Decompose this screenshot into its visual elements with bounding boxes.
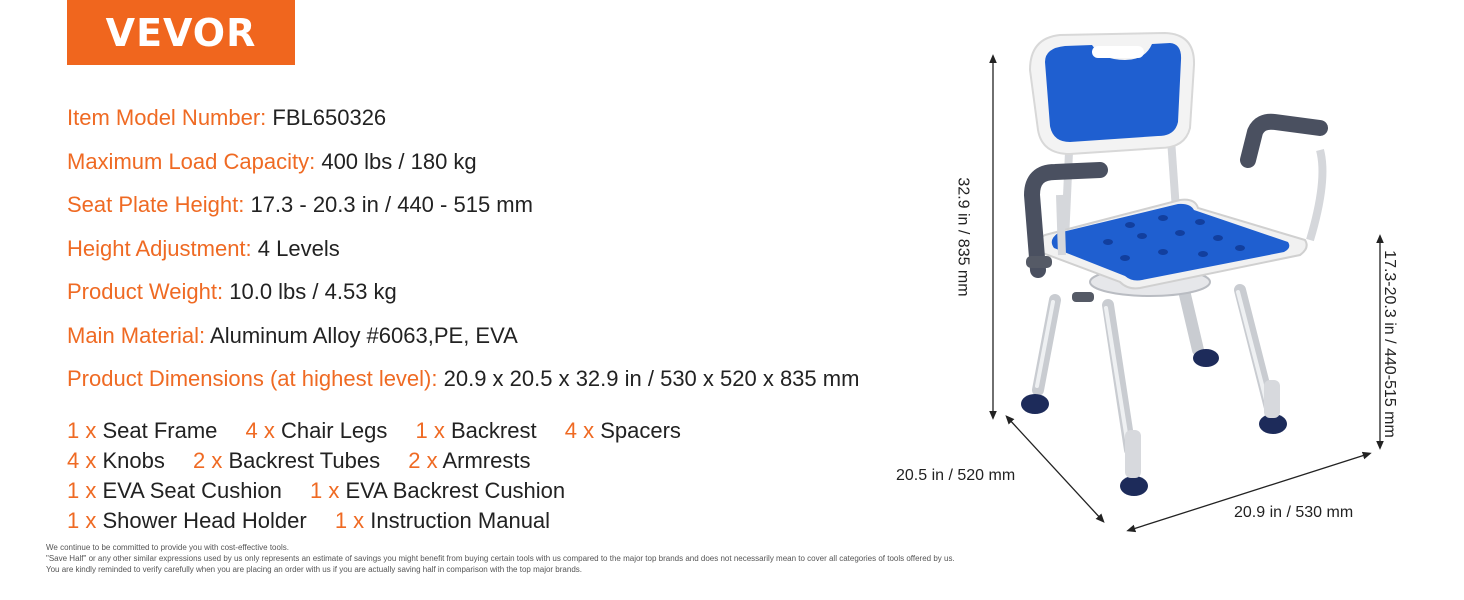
contents-row: 1 x Shower Head Holder 1 x Instruction M… — [67, 506, 703, 536]
foot — [1120, 476, 1148, 496]
height-dimension-label: 32.9 in / 835 mm — [954, 177, 972, 297]
contents-row: 1 x Seat Frame 4 x Chair Legs 1 x Backre… — [67, 416, 703, 446]
width-dimension-line — [1126, 451, 1372, 533]
leg-extension — [1125, 430, 1141, 478]
leg-highlights — [1035, 290, 1269, 448]
spec-main-material: Main Material: Aluminum Alloy #6063,PE, … — [67, 322, 518, 348]
vevor-logo: VEVOR — [67, 0, 295, 65]
product-figure: 32.9 in / 835 mm 17.3-20.3 in / 440-515 … — [880, 20, 1464, 580]
seat-drain-holes — [1103, 215, 1245, 261]
contents-item-backrest-tubes: 2 x Backrest Tubes — [192, 448, 381, 473]
contents-item-shower-head-holder: 1 x Shower Head Holder — [67, 508, 307, 533]
seat-cushion — [1051, 203, 1290, 281]
contents-item-eva-backrest-cushion: 1 x EVA Backrest Cushion — [309, 478, 566, 503]
seat-height-dimension-label: 17.3-20.3 in / 440-515 mm — [1380, 250, 1398, 438]
contents-item-instruction-manual: 1 x Instruction Manual — [334, 508, 551, 533]
disclaimer: We continue to be committed to provide y… — [46, 542, 955, 575]
spec-load-capacity: Maximum Load Capacity: 400 lbs / 180 kg — [67, 148, 477, 174]
spec-product-dimensions: Product Dimensions (at highest level): 2… — [67, 366, 860, 391]
contents-item-spacers: 4 x Spacers — [564, 418, 681, 443]
right-armrest-support — [1306, 148, 1327, 242]
contents-item-backrest: 1 x Backrest — [415, 418, 537, 443]
knob — [1026, 256, 1052, 268]
knob — [1072, 292, 1094, 302]
contents-item-seat-frame: 1 x Seat Frame — [67, 418, 218, 443]
foot — [1021, 394, 1049, 414]
foot — [1193, 349, 1219, 367]
package-contents: 1 x Seat Frame 4 x Chair Legs 1 x Backre… — [67, 416, 703, 536]
depth-dimension-line — [1005, 415, 1105, 523]
left-armrest-support — [1056, 194, 1066, 256]
disclaimer-line: You are kindly reminded to verify carefu… — [46, 565, 582, 574]
spec-model-number: Item Model Number: FBL650326 — [67, 105, 387, 130]
spec-list: Item Model Number: FBL650326 Maximum Loa… — [67, 96, 859, 401]
contents-row: 1 x EVA Seat Cushion 1 x EVA Backrest Cu… — [67, 476, 703, 506]
width-dimension-label: 20.9 in / 530 mm — [1234, 504, 1354, 521]
depth-dimension-label: 20.5 in / 520 mm — [896, 467, 1016, 484]
spec-height-adjustment: Height Adjustment: 4 Levels — [67, 235, 340, 261]
contents-item-armrests: 2 x Armrests — [408, 448, 531, 473]
right-armrest — [1240, 113, 1328, 168]
logo-text: VEVOR — [105, 10, 257, 55]
backrest-cushion — [1045, 43, 1182, 142]
foot — [1259, 414, 1287, 434]
backrest-handle — [1092, 46, 1144, 58]
spec-seat-height: Seat Plate Height: 17.3 - 20.3 in / 440 … — [67, 192, 533, 217]
disclaimer-line: "Save Half" or any other similar express… — [46, 554, 955, 563]
disclaimer-line: We continue to be committed to provide y… — [46, 543, 289, 552]
contents-item-knobs: 4 x Knobs — [67, 448, 165, 473]
spec-product-weight: Product Weight: 10.0 lbs / 4.53 kg — [67, 279, 397, 304]
left-armrest — [1023, 162, 1108, 278]
shower-chair-illustration — [989, 31, 1384, 533]
contents-row: 4 x Knobs 2 x Backrest Tubes 2 x Armrest… — [67, 446, 703, 476]
contents-item-eva-seat-cushion: 1 x EVA Seat Cushion — [67, 478, 282, 503]
contents-item-chair-legs: 4 x Chair Legs — [245, 418, 388, 443]
chair-legs — [1032, 276, 1276, 456]
leg-extension — [1264, 380, 1280, 418]
